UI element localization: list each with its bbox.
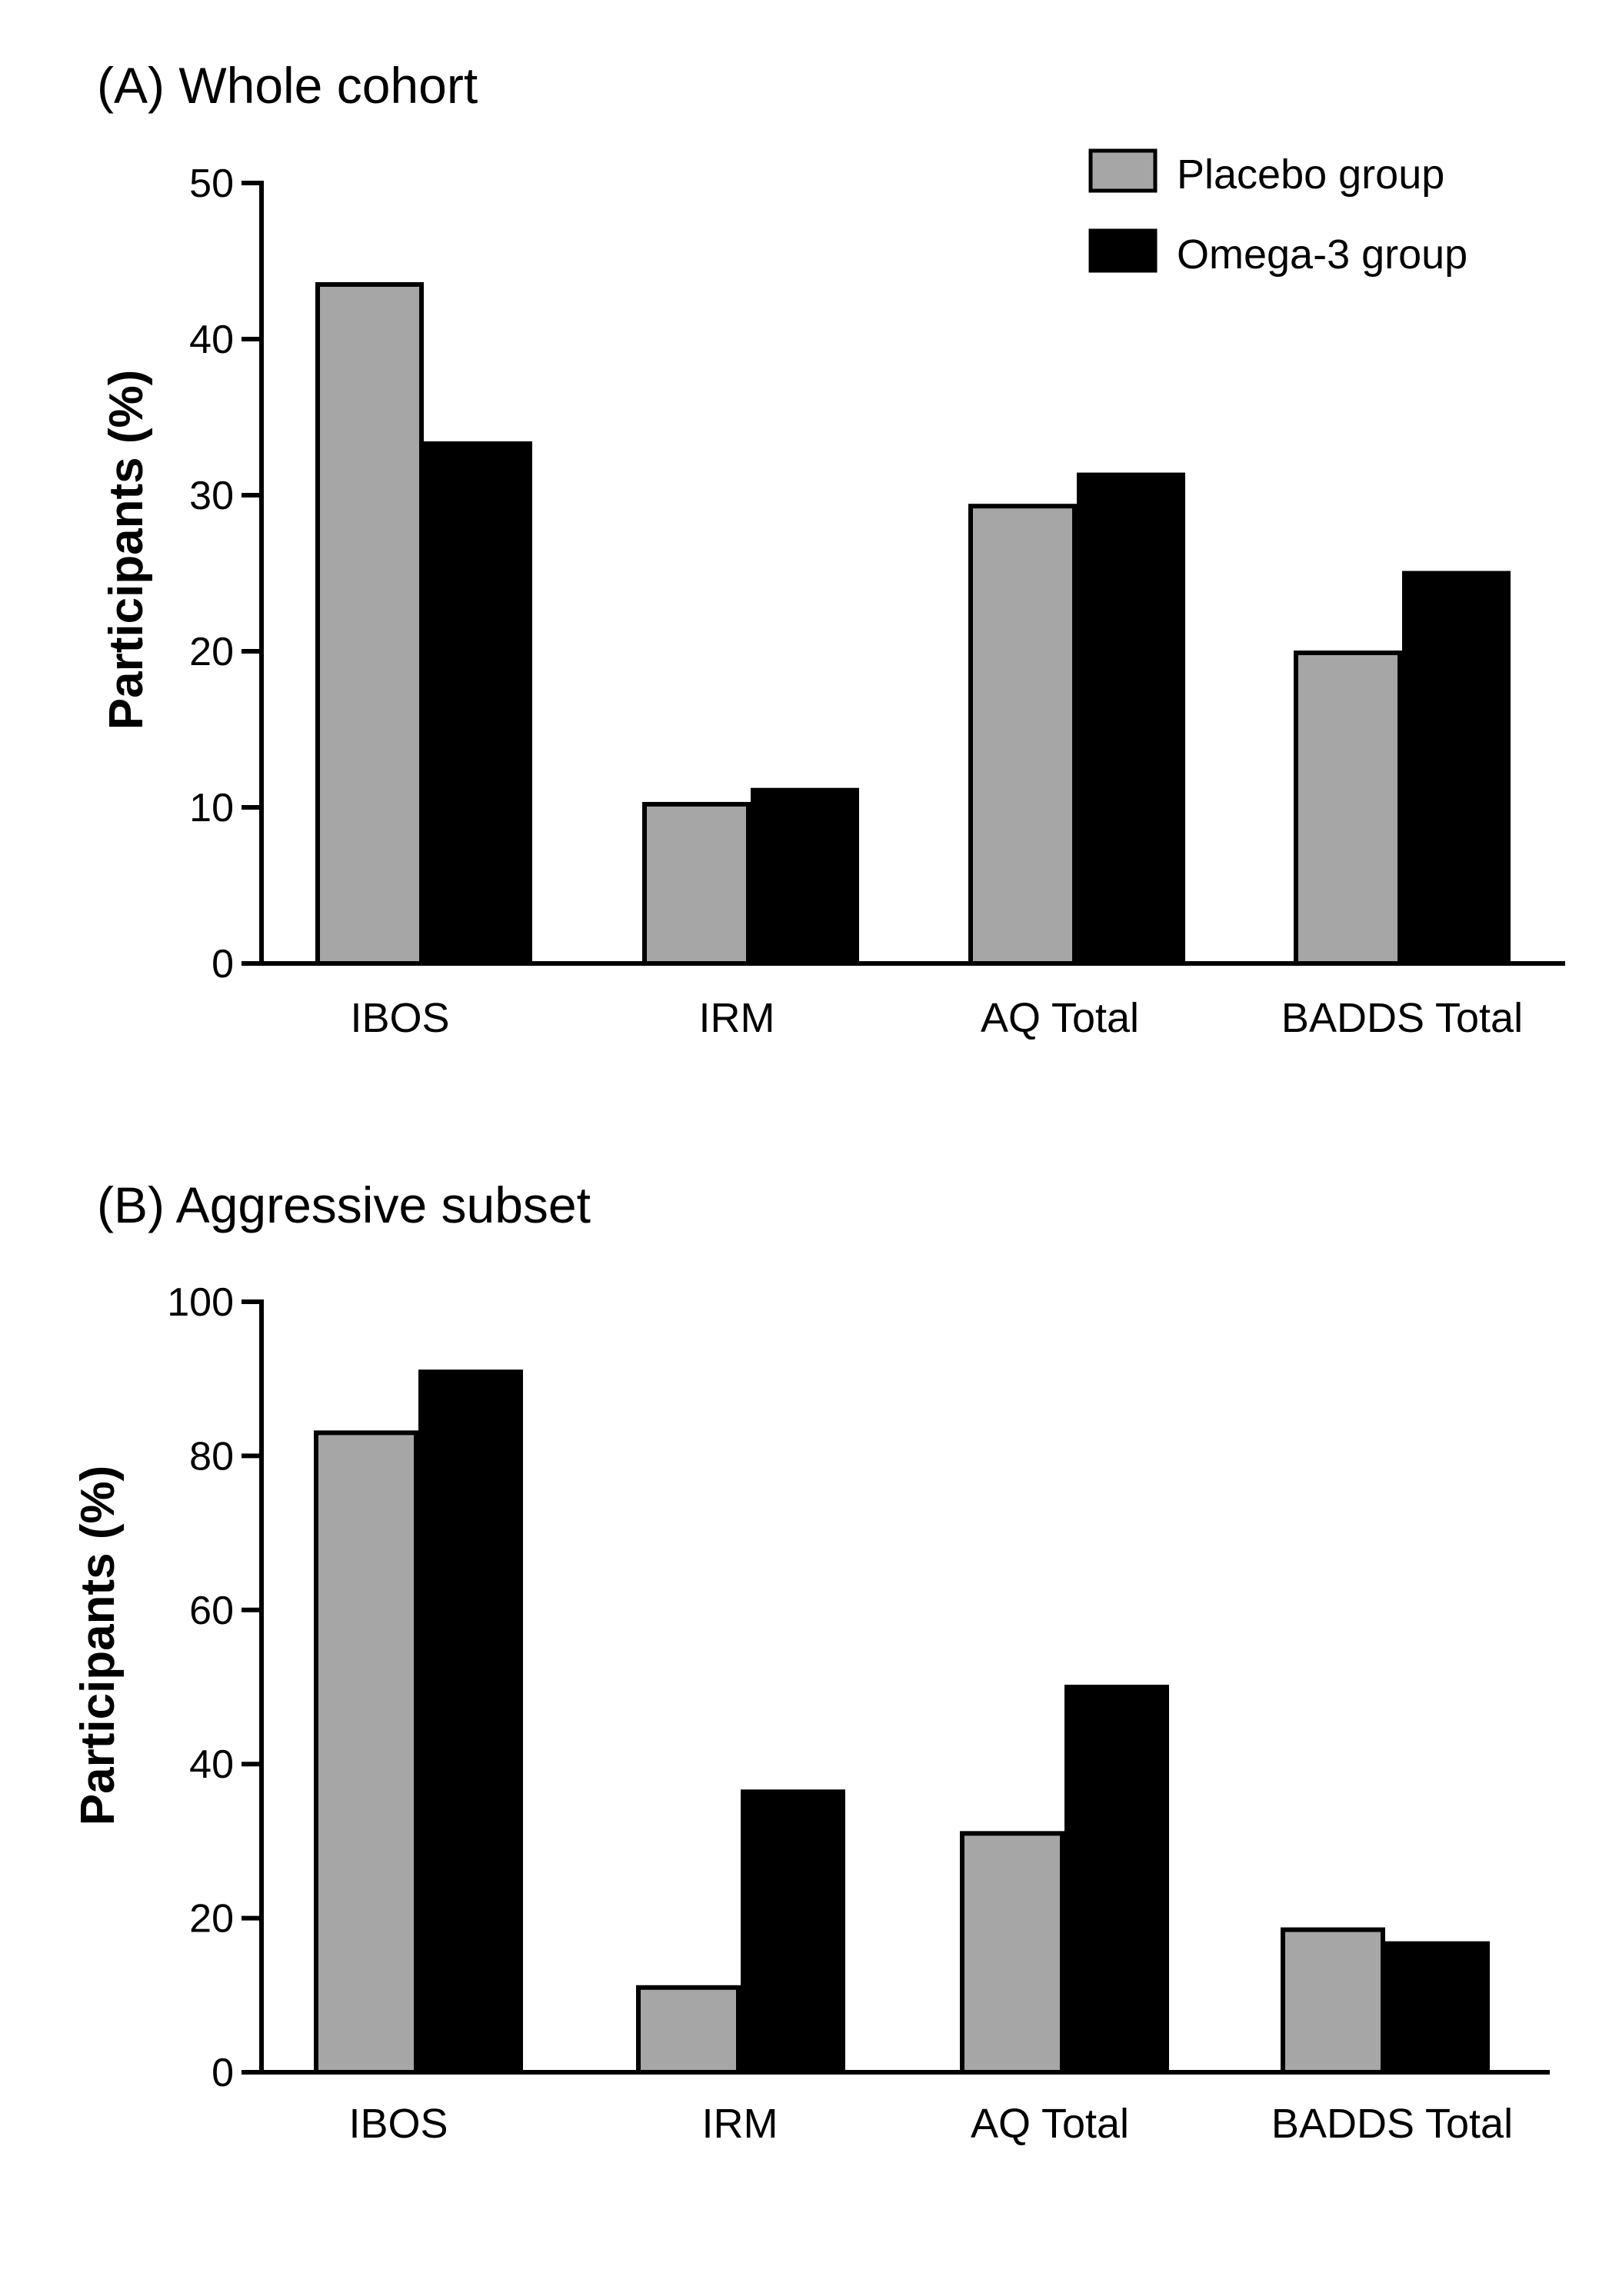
x-tick-label: BADDS Total (1271, 2101, 1513, 2147)
panel-a-marks: IBOS IRM AQ Total BADDS Total 0 10 20 30 40 50 (189, 161, 1565, 1041)
bar-b-irm-omega3 (741, 1789, 845, 2075)
y-tick-label: 10 (189, 786, 234, 830)
bar-b-badds-total-omega3 (1385, 1941, 1490, 2075)
y-tick-label: 60 (189, 1589, 234, 1633)
y-tick-label: 20 (189, 1897, 234, 1942)
bar-a-ibos-placebo (315, 281, 424, 966)
x-tick-label: AQ Total (981, 995, 1139, 1041)
y-tick-label: 40 (189, 318, 234, 362)
x-tick-label: IBOS (350, 995, 449, 1041)
panel-a-title: (A) Whole cohort (97, 57, 478, 114)
bar-b-badds-total-placebo (1281, 1927, 1385, 2075)
x-tick-label: AQ Total (971, 2101, 1129, 2147)
y-tick-label: 0 (212, 942, 234, 987)
panel-b-marks: IBOS IRM AQ Total BADDS Total 0 20 40 60 80 100 (167, 1280, 1550, 2147)
legend: Placebo group Omega-3 group (1088, 148, 1467, 278)
bar-a-irm-omega3 (751, 787, 859, 967)
bar-a-badds-total-placebo (1294, 651, 1402, 967)
legend-label-placebo: Placebo group (1177, 151, 1444, 198)
bar-a-aq-total-omega3 (1077, 472, 1185, 966)
chart-panel-a: (A) Whole cohort Participants (%) IBOS IR… (97, 57, 1565, 1041)
chart-panel-b: (B) Aggressive subset Participants (%) I… (72, 1176, 1550, 2147)
bar-a-badds-total-omega3 (1402, 571, 1511, 966)
x-tick-label: IRM (699, 995, 775, 1041)
y-tick-label: 50 (189, 161, 234, 206)
x-tick-label: IBOS (348, 2101, 448, 2147)
legend-label-omega3: Omega-3 group (1177, 231, 1467, 278)
y-tick-label: 20 (189, 630, 234, 674)
panel-a-y-axis-label: Participants (%) (100, 370, 153, 730)
bar-a-irm-placebo (642, 801, 751, 966)
x-tick-label: IRM (702, 2101, 778, 2147)
bar-b-aq-total-placebo (960, 1831, 1064, 2075)
bar-b-ibos-omega3 (418, 1369, 523, 2075)
bar-a-ibos-omega3 (424, 441, 532, 966)
y-tick-label: 30 (189, 474, 234, 518)
bar-b-irm-placebo (636, 1985, 741, 2075)
x-tick-label: BADDS Total (1281, 995, 1523, 1041)
bar-b-ibos-placebo (314, 1430, 418, 2075)
bar-a-aq-total-placebo (968, 504, 1077, 966)
y-tick-label: 100 (167, 1280, 234, 1325)
panel-b-y-axis-label: Participants (%) (72, 1466, 125, 1826)
y-tick-label: 0 (212, 2051, 234, 2095)
bar-b-aq-total-omega3 (1064, 1685, 1169, 2075)
y-tick-label: 40 (189, 1742, 234, 1787)
legend-swatch-placebo (1088, 148, 1158, 193)
legend-swatch-omega3 (1088, 228, 1158, 273)
panel-b-title: (B) Aggressive subset (97, 1176, 591, 1233)
y-tick-label: 80 (189, 1434, 234, 1479)
